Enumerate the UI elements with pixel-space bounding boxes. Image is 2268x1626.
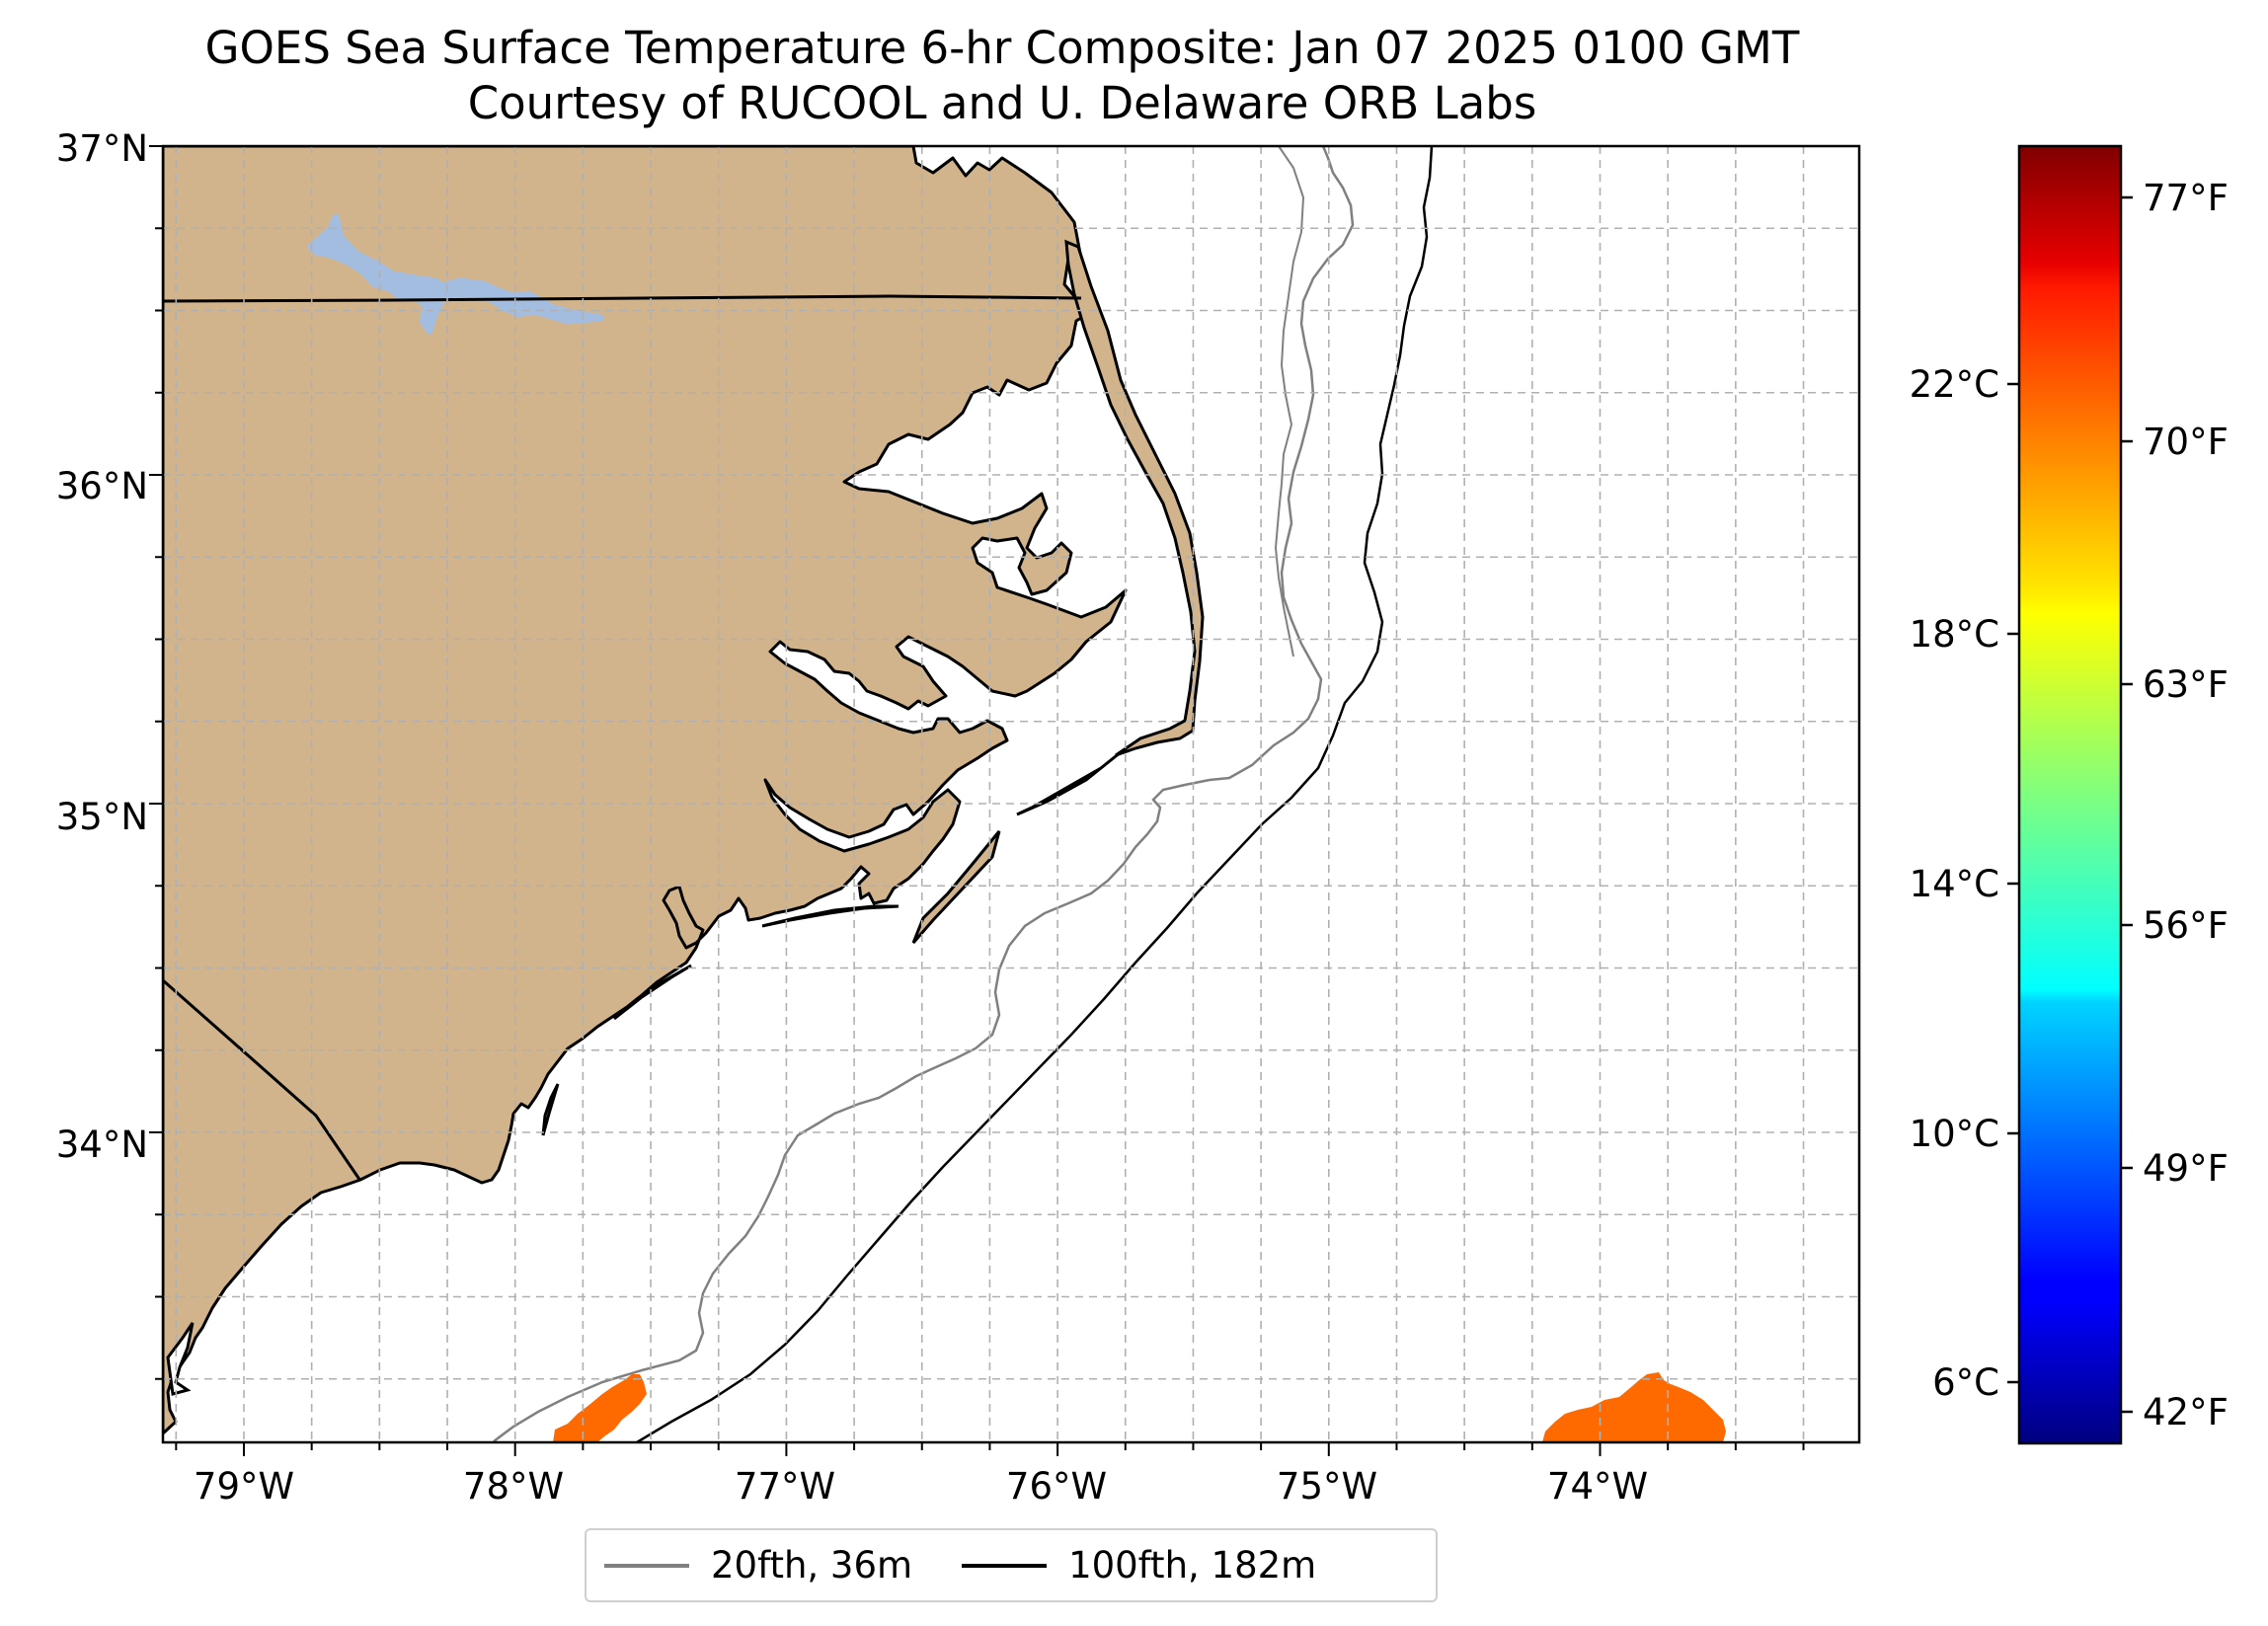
land-mass [163, 146, 1128, 1435]
cb-label-18c: 18°C [1910, 613, 1999, 656]
map-subtitle: Courtesy of RUCOOL and U. Delaware ORB L… [467, 77, 1537, 129]
isobath-legend: 20fth, 36m 100fth, 182m [585, 1528, 1438, 1602]
cb-label-42f: 42°F [2143, 1391, 2229, 1433]
cb-label-6c: 6°C [1932, 1361, 1999, 1404]
lon-label-75w: 75°W [1277, 1465, 1377, 1508]
sst-patch-southwest [553, 1374, 647, 1442]
cb-label-77f: 77°F [2143, 177, 2229, 219]
colorbar-ticks [2007, 195, 2133, 1414]
kerr-lake [307, 213, 604, 335]
cb-label-10c: 10°C [1910, 1113, 1999, 1155]
legend-item-100fth: 100fth, 182m [962, 1544, 1316, 1587]
lat-label-36n: 36°N [56, 465, 148, 507]
cb-label-56f: 56°F [2143, 904, 2229, 947]
lat-label-37n: 37°N [56, 127, 148, 170]
isobath-20fth-inner [1274, 146, 1305, 658]
cb-label-63f: 63°F [2143, 663, 2229, 706]
legend-swatch-20fth [604, 1563, 689, 1568]
map-frame [161, 144, 1861, 1444]
cb-label-70f: 70°F [2143, 421, 2229, 463]
cape-lookout-island [1016, 750, 1122, 816]
cb-label-14c: 14°C [1910, 863, 1999, 905]
isobath-20fth [493, 146, 1355, 1442]
lon-label-79w: 79°W [194, 1465, 294, 1508]
lon-label-76w: 76°W [1006, 1465, 1107, 1508]
lat-label-34n: 34°N [56, 1123, 148, 1166]
nc-sc-border [163, 978, 362, 1182]
legend-swatch-100fth [962, 1563, 1048, 1568]
topsail-island [613, 964, 692, 1021]
sc-inlet-island [166, 1322, 195, 1396]
legend-item-20fth: 20fth, 36m [604, 1544, 912, 1587]
lon-label-78w: 78°W [463, 1465, 564, 1508]
map-title: GOES Sea Surface Temperature 6-hr Compos… [204, 22, 1800, 74]
colorbar [2017, 144, 2123, 1445]
shackleford-island [911, 830, 1001, 944]
south-island [541, 1083, 560, 1136]
cb-label-49f: 49°F [2143, 1147, 2229, 1190]
sst-patch-southeast [1542, 1372, 1726, 1442]
isobath-100fth [636, 146, 1434, 1442]
va-nc-border [163, 294, 1082, 303]
lat-label-35n: 35°N [56, 796, 148, 838]
legend-label-20fth: 20fth, 36m [711, 1544, 913, 1587]
lon-label-77w: 77°W [735, 1465, 835, 1508]
map-ticks [149, 145, 1805, 1456]
legend-label-100fth: 100fth, 182m [1068, 1544, 1317, 1587]
cb-label-22c: 22°C [1910, 363, 1999, 406]
map-gridlines [163, 146, 1859, 1442]
lon-label-74w: 74°W [1547, 1465, 1648, 1508]
bogue-island [761, 904, 899, 928]
